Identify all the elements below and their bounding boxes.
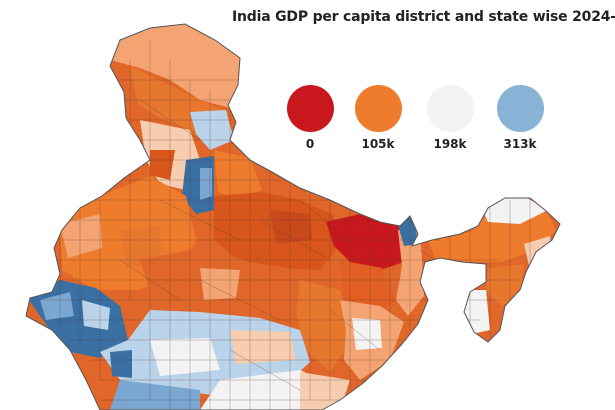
legend-item-105k: 105k xyxy=(348,85,408,151)
region-vidarbha xyxy=(230,330,296,364)
legend-label-105k: 105k xyxy=(361,137,395,151)
region-north-kashmir xyxy=(110,24,250,108)
region-delhi xyxy=(200,168,212,200)
region-kutch xyxy=(40,292,74,320)
legend-swatch-313k xyxy=(496,85,544,132)
region-odisha-coast xyxy=(352,318,382,350)
region-manipur xyxy=(462,290,490,334)
legend-item-0: 0 xyxy=(280,85,340,151)
region-goa-karnataka xyxy=(110,380,200,410)
legend-item-313k: 313k xyxy=(490,85,550,151)
region-gujarat-central xyxy=(82,300,110,330)
region-mumbai xyxy=(110,350,132,378)
legend-swatch-198k xyxy=(426,85,474,132)
region-jharkhand xyxy=(340,260,398,316)
region-mp-central xyxy=(200,268,240,300)
region-rajasthan-center xyxy=(120,226,162,268)
map-title: India GDP per capita district and state … xyxy=(232,9,615,25)
legend-swatch-0 xyxy=(286,85,334,132)
region-rajasthan-west xyxy=(60,214,102,258)
region-bihar xyxy=(326,214,410,270)
legend-item-198k: 198k xyxy=(420,85,480,151)
legend-label-198k: 198k xyxy=(433,137,467,151)
india-outline xyxy=(25,23,561,410)
region-punjab-inner xyxy=(150,150,175,180)
legend-swatch-105k xyxy=(354,85,402,132)
legend: 0 105k 198k 313k xyxy=(280,85,610,155)
region-maharashtra-west xyxy=(150,338,220,376)
legend-label-313k: 313k xyxy=(503,137,537,151)
region-up-east xyxy=(270,210,312,244)
region-andhra xyxy=(300,372,350,410)
region-uttarakhand xyxy=(214,150,262,200)
legend-label-0: 0 xyxy=(305,137,315,151)
